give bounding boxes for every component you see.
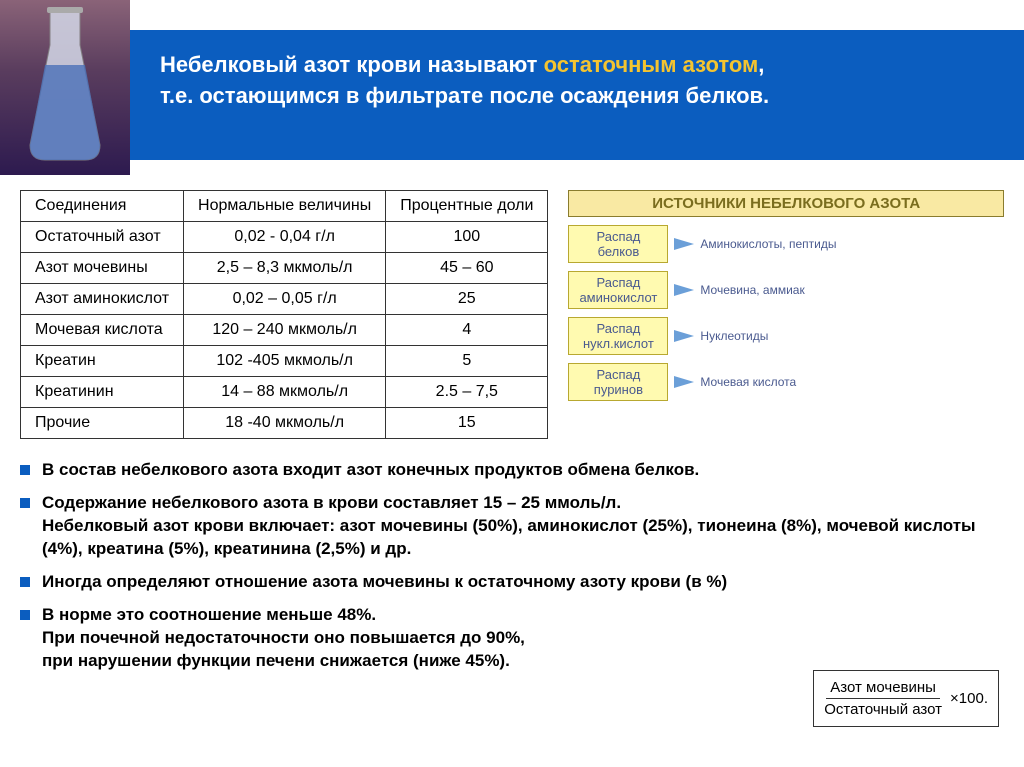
bullet-marker-icon xyxy=(20,498,30,508)
source-target: Нуклеотиды xyxy=(700,329,768,343)
table-header: Процентные доли xyxy=(386,191,548,222)
flask-decoration xyxy=(0,0,130,175)
table-cell: 0,02 - 0,04 г/л xyxy=(184,222,386,253)
table-row: Креатинин14 – 88 мкмоль/л2.5 – 7,5 xyxy=(21,377,548,408)
table-cell: 15 xyxy=(386,408,548,439)
table-cell: 2,5 – 8,3 мкмоль/л xyxy=(184,253,386,284)
bullet-text: В состав небелкового азота входит азот к… xyxy=(42,459,699,482)
arrow-icon xyxy=(674,284,694,296)
source-label: Распад аминокислот xyxy=(568,271,668,309)
bullet-item: Иногда определяют отношение азота мочеви… xyxy=(20,571,1004,594)
bullet-item: В состав небелкового азота входит азот к… xyxy=(20,459,1004,482)
table-cell: 45 – 60 xyxy=(386,253,548,284)
source-label: Распад нукл.кислот xyxy=(568,317,668,355)
table-row: Азот аминокислот0,02 – 0,05 г/л25 xyxy=(21,284,548,315)
table-row: Остаточный азот0,02 - 0,04 г/л100 xyxy=(21,222,548,253)
table-row: Креатин102 -405 мкмоль/л5 xyxy=(21,346,548,377)
table-cell: Прочие xyxy=(21,408,184,439)
formula-numerator: Азот мочевины xyxy=(826,679,940,699)
title-highlight: остаточным азотом xyxy=(544,52,759,77)
bullet-marker-icon xyxy=(20,465,30,475)
source-target: Аминокислоты, пептиды xyxy=(700,237,836,251)
table-cell: 25 xyxy=(386,284,548,315)
table-cell: 100 xyxy=(386,222,548,253)
table-cell: Мочевая кислота xyxy=(21,315,184,346)
formula-fraction: Азот мочевины Остаточный азот xyxy=(824,679,942,718)
source-row: Распад белков Аминокислоты, пептиды xyxy=(568,225,1004,263)
title-part1: Небелковый азот крови называют xyxy=(160,52,544,77)
source-target: Мочевина, аммиак xyxy=(700,283,804,297)
bullet-text: Содержание небелкового азота в крови сос… xyxy=(42,492,1004,561)
table-cell: 0,02 – 0,05 г/л xyxy=(184,284,386,315)
arrow-icon xyxy=(674,376,694,388)
flask-icon xyxy=(15,5,115,165)
formula-box: Азот мочевины Остаточный азот ×100. xyxy=(813,670,999,727)
top-section: Соединения Нормальные величины Процентны… xyxy=(20,190,1004,439)
table-cell: Азот мочевины xyxy=(21,253,184,284)
bullet-marker-icon xyxy=(20,577,30,587)
table-header: Соединения xyxy=(21,191,184,222)
table-cell: Креатин xyxy=(21,346,184,377)
source-row: Распад аминокислот Мочевина, аммиак xyxy=(568,271,1004,309)
table-row: Прочие18 -40 мкмоль/л15 xyxy=(21,408,548,439)
formula-denominator: Остаточный азот xyxy=(824,699,942,718)
source-label: Распад пуринов xyxy=(568,363,668,401)
arrow-icon xyxy=(674,238,694,250)
table-cell: 18 -40 мкмоль/л xyxy=(184,408,386,439)
bullet-text: Иногда определяют отношение азота мочеви… xyxy=(42,571,727,594)
table-cell: Азот аминокислот xyxy=(21,284,184,315)
title-bar: Небелковый азот крови называют остаточны… xyxy=(130,30,1024,160)
source-target: Мочевая кислота xyxy=(700,375,796,389)
table-cell: 14 – 88 мкмоль/л xyxy=(184,377,386,408)
bullet-item: В норме это соотношение меньше 48%. При … xyxy=(20,604,1004,673)
table-cell: 102 -405 мкмоль/л xyxy=(184,346,386,377)
table-cell: 120 – 240 мкмоль/л xyxy=(184,315,386,346)
bullets-list: В состав небелкового азота входит азот к… xyxy=(20,459,1004,673)
bullet-marker-icon xyxy=(20,610,30,620)
table-cell: Остаточный азот xyxy=(21,222,184,253)
formula-suffix: ×100. xyxy=(950,690,988,707)
table-row: Азот мочевины2,5 – 8,3 мкмоль/л45 – 60 xyxy=(21,253,548,284)
arrow-icon xyxy=(674,330,694,342)
table-cell: 2.5 – 7,5 xyxy=(386,377,548,408)
table-cell: 4 xyxy=(386,315,548,346)
source-row: Распад нукл.кислот Нуклеотиды xyxy=(568,317,1004,355)
slide-title: Небелковый азот крови называют остаточны… xyxy=(160,50,994,112)
table-cell: 5 xyxy=(386,346,548,377)
sources-diagram: ИСТОЧНИКИ НЕБЕЛКОВОГО АЗОТА Распад белко… xyxy=(568,190,1004,439)
table-header: Нормальные величины xyxy=(184,191,386,222)
bullet-text: В норме это соотношение меньше 48%. При … xyxy=(42,604,525,673)
table-header-row: Соединения Нормальные величины Процентны… xyxy=(21,191,548,222)
source-row: Распад пуринов Мочевая кислота xyxy=(568,363,1004,401)
data-table: Соединения Нормальные величины Процентны… xyxy=(20,190,548,439)
table-cell: Креатинин xyxy=(21,377,184,408)
sources-title: ИСТОЧНИКИ НЕБЕЛКОВОГО АЗОТА xyxy=(568,190,1004,217)
bullet-item: Содержание небелкового азота в крови сос… xyxy=(20,492,1004,561)
table-row: Мочевая кислота120 – 240 мкмоль/л4 xyxy=(21,315,548,346)
source-label: Распад белков xyxy=(568,225,668,263)
